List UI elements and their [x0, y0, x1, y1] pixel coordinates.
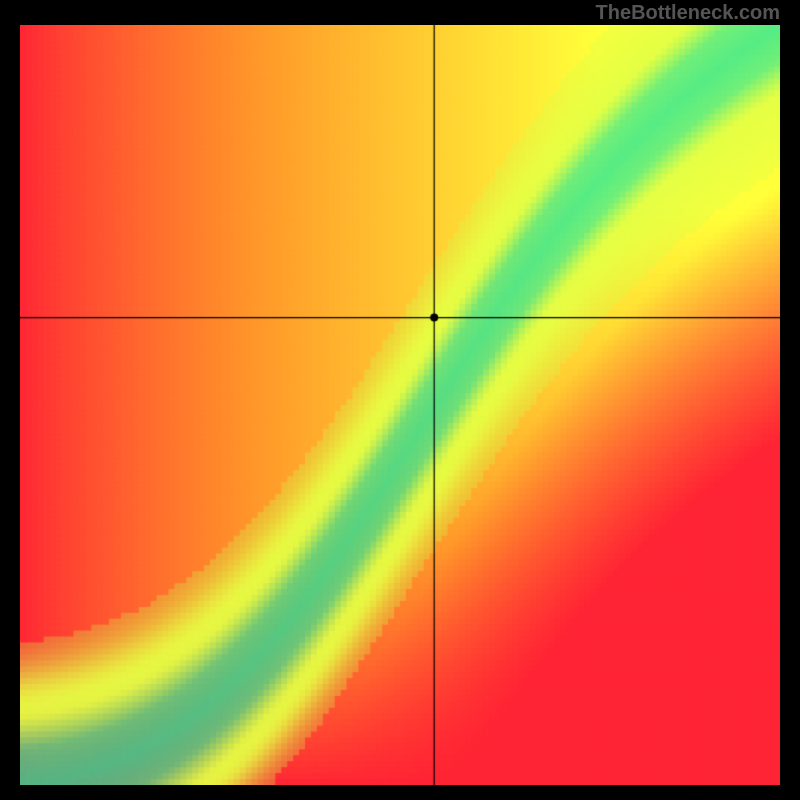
heatmap-canvas [20, 25, 780, 785]
watermark-text: TheBottleneck.com [596, 2, 780, 25]
chart-container: TheBottleneck.com [0, 0, 800, 800]
plot-area [20, 25, 780, 785]
